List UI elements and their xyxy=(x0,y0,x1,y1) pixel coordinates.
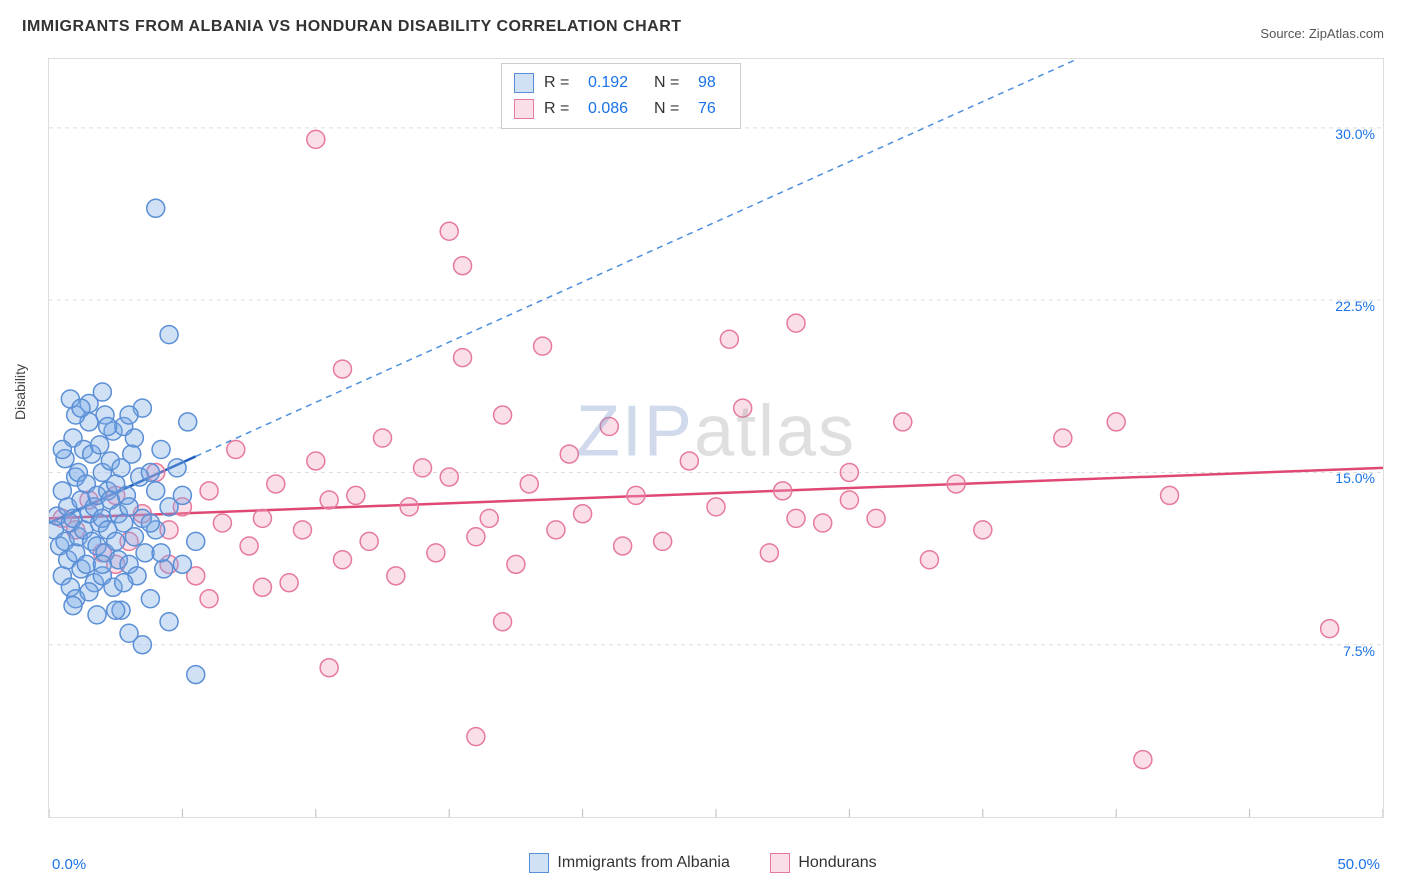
y-tick-label: 22.5% xyxy=(1335,298,1375,314)
y-tick-label: 30.0% xyxy=(1335,126,1375,142)
swatch-honduras xyxy=(770,853,790,873)
source-name: ZipAtlas.com xyxy=(1309,26,1384,41)
n-value-honduras: 76 xyxy=(698,100,728,118)
r-label: R = xyxy=(544,100,578,118)
chart-title: IMMIGRANTS FROM ALBANIA VS HONDURAN DISA… xyxy=(22,18,682,36)
swatch-albania xyxy=(529,853,549,873)
legend-label-albania: Immigrants from Albania xyxy=(557,854,730,872)
n-value-albania: 98 xyxy=(698,74,728,92)
legend-item-albania: Immigrants from Albania xyxy=(529,853,730,873)
swatch-honduras xyxy=(514,99,534,119)
r-label: R = xyxy=(544,74,578,92)
y-tick-label: 7.5% xyxy=(1343,643,1375,659)
n-label: N = xyxy=(654,74,688,92)
stats-row-honduras: R = 0.086 N = 76 xyxy=(514,96,728,122)
swatch-albania xyxy=(514,73,534,93)
source-label: Source: ZipAtlas.com xyxy=(1260,26,1384,41)
y-tick-label: 15.0% xyxy=(1335,470,1375,486)
plot-area: ZIPatlas R = 0.192 N = 98 R = 0.086 N = … xyxy=(48,58,1384,818)
scatter-svg xyxy=(49,59,1383,817)
legend-label-honduras: Hondurans xyxy=(798,854,876,872)
y-axis-label: Disability xyxy=(12,364,28,420)
r-value-albania: 0.192 xyxy=(588,74,644,92)
r-value-honduras: 0.086 xyxy=(588,100,644,118)
source-prefix: Source: xyxy=(1260,26,1305,41)
legend-item-honduras: Hondurans xyxy=(770,853,876,873)
series-legend: Immigrants from Albania Hondurans xyxy=(0,853,1406,878)
stats-legend: R = 0.192 N = 98 R = 0.086 N = 76 xyxy=(501,63,741,129)
n-label: N = xyxy=(654,100,688,118)
stats-row-albania: R = 0.192 N = 98 xyxy=(514,70,728,96)
